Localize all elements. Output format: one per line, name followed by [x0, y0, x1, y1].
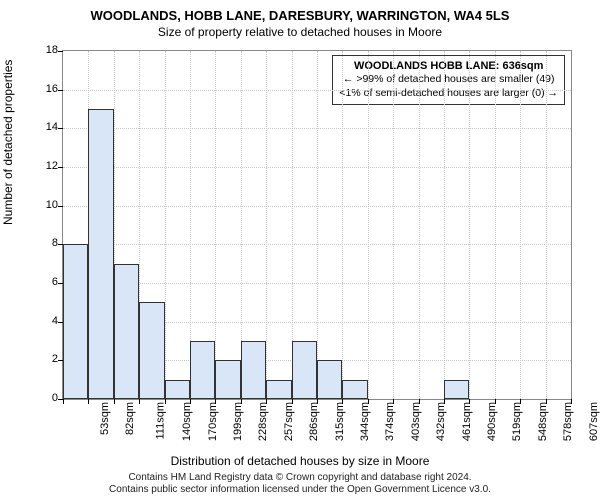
histogram-bar [342, 380, 367, 399]
chart-titles: WOODLANDS, HOBB LANE, DARESBURY, WARRING… [0, 0, 600, 39]
annotation-title: WOODLANDS HOBB LANE: 636sqm [339, 59, 558, 73]
x-tick-label: 170sqm [207, 402, 219, 441]
x-tick-label: 490sqm [486, 402, 498, 441]
x-tick-label: 374sqm [385, 402, 397, 441]
histogram-bar [215, 360, 240, 399]
y-tick [58, 51, 63, 52]
x-tick-label: 286sqm [308, 402, 320, 441]
y-tick-label: 2 [28, 353, 58, 365]
grid-v [393, 51, 394, 399]
y-tick-label: 18 [28, 44, 58, 56]
chart-title: WOODLANDS, HOBB LANE, DARESBURY, WARRING… [0, 8, 600, 23]
grid-v [419, 51, 420, 399]
x-tick-label: 403sqm [410, 402, 422, 441]
histogram-bar [139, 302, 164, 399]
y-tick-label: 6 [28, 276, 58, 288]
y-tick-label: 4 [28, 315, 58, 327]
grid-v [469, 51, 470, 399]
chart-footer: Contains HM Land Registry data © Crown c… [0, 472, 600, 496]
x-tick-label: 257sqm [283, 402, 295, 441]
histogram-bar [63, 244, 88, 399]
x-tick-label: 519sqm [512, 402, 524, 441]
histogram-bar [444, 380, 469, 399]
x-tick-label: 53sqm [99, 402, 111, 435]
histogram-bar [266, 380, 291, 399]
grid-v [317, 51, 318, 399]
footer-line2: Contains public sector information licen… [0, 484, 600, 496]
annotation-line1: ← >99% of detached houses are smaller (4… [339, 73, 558, 87]
y-tick [58, 206, 63, 207]
histogram-bar [88, 109, 113, 399]
x-tick-label: 111sqm [154, 402, 166, 440]
y-tick-label: 12 [28, 160, 58, 172]
x-tick-label: 461sqm [461, 402, 473, 441]
y-tick [58, 90, 63, 91]
histogram-bar [165, 380, 190, 399]
x-tick [88, 399, 89, 404]
y-tick-label: 14 [28, 121, 58, 133]
y-tick [58, 167, 63, 168]
grid-v [342, 51, 343, 399]
y-tick [58, 128, 63, 129]
x-tick-label: 82sqm [124, 402, 136, 435]
x-tick-label: 578sqm [562, 402, 574, 441]
histogram-bar [292, 341, 317, 399]
y-tick-label: 10 [28, 199, 58, 211]
x-tick [139, 399, 140, 404]
x-tick-label: 344sqm [359, 402, 371, 441]
chart-subtitle: Size of property relative to detached ho… [0, 25, 600, 39]
histogram-bar [241, 341, 266, 399]
plot-area: WOODLANDS HOBB LANE: 636sqm ← >99% of de… [62, 50, 572, 400]
x-axis-label: Distribution of detached houses by size … [0, 454, 600, 468]
y-tick-label: 8 [28, 237, 58, 249]
y-tick-label: 16 [28, 83, 58, 95]
x-tick-label: 199sqm [232, 402, 244, 441]
x-tick [114, 399, 115, 404]
grid-v [520, 51, 521, 399]
y-tick-label: 0 [28, 392, 58, 404]
grid-v [215, 51, 216, 399]
histogram-bar [317, 360, 342, 399]
grid-v [546, 51, 547, 399]
grid-v [165, 51, 166, 399]
grid-v [266, 51, 267, 399]
grid-v [444, 51, 445, 399]
histogram-bar [190, 341, 215, 399]
histogram-bar [114, 264, 139, 399]
grid-v [368, 51, 369, 399]
x-tick-label: 228sqm [258, 402, 270, 441]
x-tick-label: 607sqm [588, 402, 600, 441]
x-tick-label: 315sqm [334, 402, 346, 441]
x-tick-label: 548sqm [537, 402, 549, 441]
x-tick-label: 432sqm [435, 402, 447, 441]
y-axis-label: Number of detached properties [1, 60, 15, 225]
footer-line1: Contains HM Land Registry data © Crown c… [0, 472, 600, 484]
x-tick [63, 399, 64, 404]
x-tick-label: 140sqm [181, 402, 193, 441]
grid-v [495, 51, 496, 399]
